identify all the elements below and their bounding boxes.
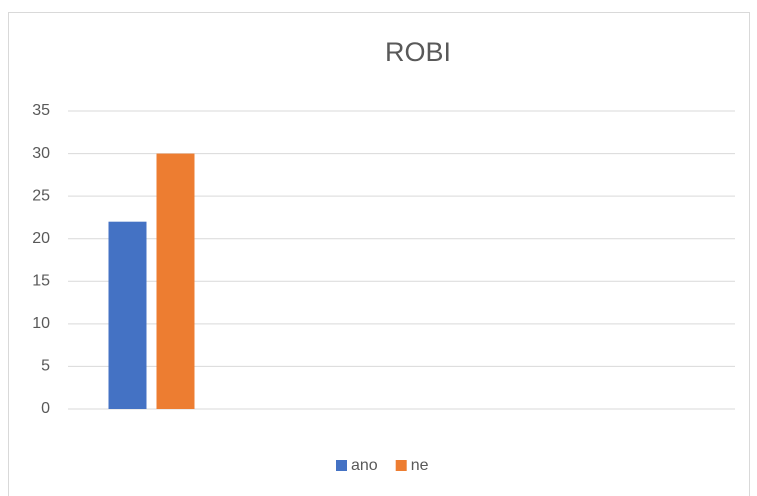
- legend-swatch: [336, 460, 347, 471]
- y-tick-label: 15: [32, 273, 50, 290]
- y-tick-label: 10: [32, 315, 50, 332]
- y-tick-label: 20: [32, 230, 50, 247]
- y-tick-label: 5: [41, 358, 50, 375]
- legend-swatch: [395, 460, 407, 471]
- bar: [156, 153, 195, 409]
- legend-label: ne: [411, 457, 429, 474]
- y-tick-label: 25: [32, 187, 50, 204]
- bar: [108, 221, 147, 409]
- y-tick-label: 0: [41, 400, 50, 417]
- y-tick-label: 35: [32, 102, 50, 119]
- chart-title: ROBI: [385, 37, 451, 67]
- y-tick-label: 30: [32, 145, 50, 162]
- legend-label: ano: [351, 457, 378, 474]
